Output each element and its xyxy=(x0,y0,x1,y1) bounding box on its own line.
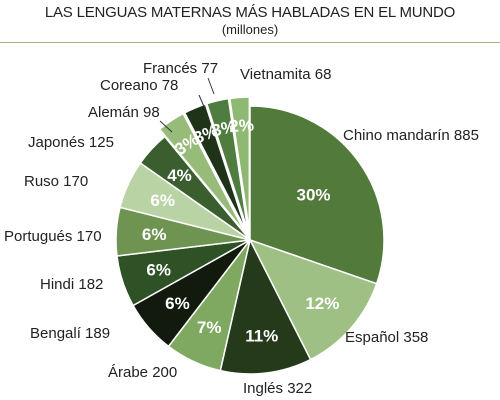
pie-slice xyxy=(228,96,251,232)
slice-category-label: Inglés 322 xyxy=(243,380,312,397)
slice-category-label: Hindi 182 xyxy=(40,276,103,293)
slice-category-label: Alemán 98 xyxy=(88,104,160,121)
slice-category-label: Francés 77 xyxy=(143,60,218,77)
slice-category-label: Ruso 170 xyxy=(24,173,88,190)
chart-title: LAS LENGUAS MATERNAS MÁS HABLADAS EN EL … xyxy=(44,4,456,21)
pie-slice xyxy=(248,238,378,361)
label-leader-line xyxy=(207,77,215,95)
pie-percent-label: 11% xyxy=(245,326,278,345)
label-leader-line xyxy=(198,94,206,110)
label-leader-line xyxy=(159,120,173,133)
slice-category-label: Coreano 78 xyxy=(100,77,178,94)
slice-category-label: Chino mandarín 885 xyxy=(343,127,479,144)
pie-percent-label: 6% xyxy=(150,191,175,210)
pie-percent-label: 6% xyxy=(146,261,171,280)
pie-slice xyxy=(183,103,248,233)
pie-slice xyxy=(249,105,385,285)
pie-percent-label: 7% xyxy=(197,318,222,337)
pie-slice xyxy=(205,97,249,232)
slice-category-label: Español 358 xyxy=(345,329,428,346)
slice-category-label: Árabe 200 xyxy=(108,364,177,381)
pie-slice xyxy=(139,135,251,241)
pie-percent-label: 12% xyxy=(305,294,339,313)
slice-category-label: Bengalí 189 xyxy=(30,325,110,342)
pie-percent-label: 4% xyxy=(167,166,192,185)
slice-category-label: Vietnamita 68 xyxy=(240,66,331,83)
pie-slice xyxy=(158,112,246,233)
slice-category-label: Japonés 125 xyxy=(28,134,114,151)
title-divider xyxy=(0,42,500,43)
pie-percent-label: 2% xyxy=(229,115,255,136)
pie-percent-label: 30% xyxy=(296,186,330,205)
pie-percent-label: 6% xyxy=(165,294,190,313)
pie-percent-label: 6% xyxy=(142,225,167,244)
chart-subtitle: (millones) xyxy=(221,22,279,37)
slice-category-label: Portugués 170 xyxy=(4,228,102,245)
